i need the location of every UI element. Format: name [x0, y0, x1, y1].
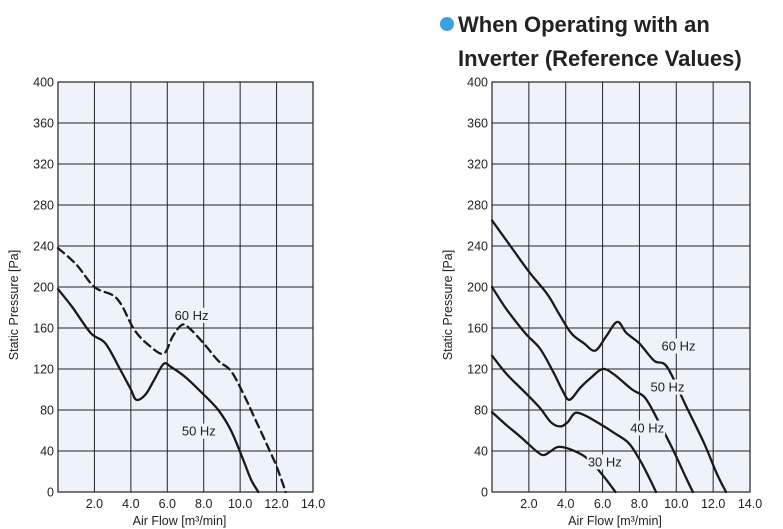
x-tick-label: 8.0 — [631, 497, 648, 511]
plot-frame — [57, 81, 314, 493]
x-axis-title: Air Flow [m³/min] — [133, 514, 227, 528]
x-tick-label: 2.0 — [86, 497, 103, 511]
y-tick-label: 40 — [474, 445, 488, 459]
x-tick-label: 14.0 — [301, 497, 325, 511]
y-tick-label: 160 — [467, 322, 488, 336]
series-label: 60 Hz — [662, 339, 696, 354]
x-tick-label: 12.0 — [264, 497, 288, 511]
x-tick-label: 10.0 — [664, 497, 688, 511]
series-label: 60 Hz — [175, 308, 209, 323]
x-tick-label: 2.0 — [520, 497, 537, 511]
y-tick-label: 200 — [33, 281, 54, 295]
y-tick-label: 240 — [33, 240, 54, 254]
series-label-backing — [586, 454, 623, 470]
bullet-dot-icon — [440, 17, 454, 31]
heading-line-1: When Operating with an — [458, 12, 710, 37]
y-tick-label: 240 — [467, 240, 488, 254]
y-tick-label: 320 — [467, 158, 488, 172]
y-tick-label: 320 — [33, 158, 54, 172]
series-label: 50 Hz — [182, 424, 216, 439]
y-axis-title: Static Pressure [Pa] — [7, 250, 21, 360]
series-line-60hz — [56, 246, 287, 494]
y-tick-label: 280 — [33, 199, 54, 213]
y-tick-label: 360 — [467, 117, 488, 131]
x-tick-label: 8.0 — [195, 497, 212, 511]
y-tick-label: 400 — [467, 76, 488, 90]
x-tick-label: 14.0 — [738, 497, 762, 511]
inverter-heading: When Operating with an Inverter (Referen… — [440, 8, 780, 76]
chart-right-inverter: 0 40 80 120 160 200 240 280 320 360 400 2.0 4.0 6.0 8.… — [441, 76, 762, 529]
series-label-backing — [173, 307, 210, 323]
series-label: 30 Hz — [588, 454, 622, 469]
y-axis-title: Static Pressure [Pa] — [441, 250, 455, 360]
series-line-60hz — [490, 219, 728, 494]
y-tick-label: 120 — [33, 363, 54, 377]
x-tick-label: 6.0 — [159, 497, 176, 511]
series-label-backing — [629, 420, 666, 436]
heading-line-2: Inverter (Reference Values) — [458, 46, 742, 71]
y-tick-label: 200 — [467, 281, 488, 295]
x-axis-title: Air Flow [m³/min] — [568, 514, 662, 528]
y-tick-label: 80 — [474, 404, 488, 418]
series-label-backing — [649, 379, 686, 395]
chart-left: 0 40 80 120 160 200 240 280 320 360 400 2.0 4.0 6.0 8.… — [7, 76, 325, 529]
y-tick-label: 40 — [40, 445, 54, 459]
x-tick-label: 4.0 — [122, 497, 139, 511]
series-label-backing — [660, 338, 697, 354]
x-tick-label: 4.0 — [557, 497, 574, 511]
y-tick-label: 80 — [40, 404, 54, 418]
y-tick-label: 0 — [481, 486, 488, 500]
y-tick-label: 400 — [33, 76, 54, 90]
series-label: 40 Hz — [630, 421, 664, 436]
series-line-50hz — [56, 287, 260, 494]
x-tick-label: 6.0 — [594, 497, 611, 511]
y-tick-label: 280 — [467, 199, 488, 213]
y-tick-label: 360 — [33, 117, 54, 131]
y-tick-label: 160 — [33, 322, 54, 336]
x-tick-label: 12.0 — [701, 497, 725, 511]
series-label: 50 Hz — [650, 380, 684, 395]
y-tick-label: 120 — [467, 363, 488, 377]
y-tick-label: 0 — [47, 486, 54, 500]
x-tick-label: 10.0 — [228, 497, 252, 511]
series-label-backing — [180, 423, 217, 439]
series-line-40hz — [490, 354, 658, 494]
